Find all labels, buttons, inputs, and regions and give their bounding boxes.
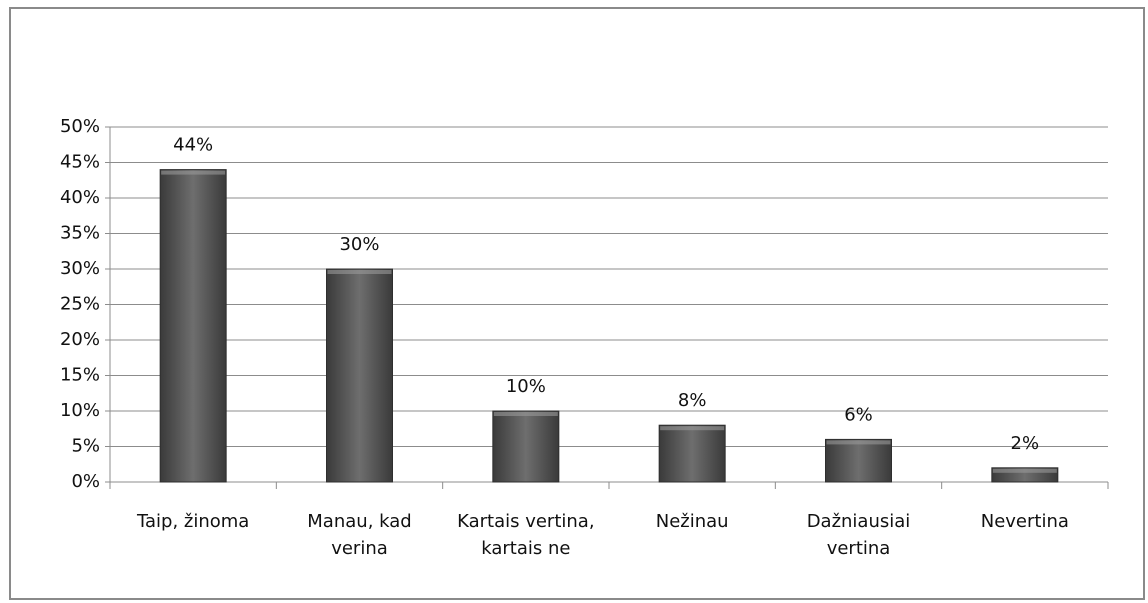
y-tick-label: 10%	[60, 400, 100, 421]
bar-highlight	[826, 440, 891, 445]
y-tick-label: 50%	[60, 116, 100, 137]
x-tick-label: Manau, kad verina	[307, 511, 412, 559]
value-label: 8%	[678, 390, 707, 411]
bar	[326, 268, 393, 483]
bar-highlight	[327, 270, 392, 274]
y-tick-label: 25%	[60, 294, 100, 315]
bar-highlight	[660, 426, 725, 431]
y-tick-label: 30%	[60, 258, 100, 279]
x-tick-label: Nevertina	[980, 511, 1069, 532]
bar	[825, 438, 892, 483]
y-tick-label: 15%	[60, 365, 100, 386]
y-tick-label: 0%	[71, 471, 100, 492]
x-tick-label: Taip, žinoma	[136, 511, 250, 532]
value-label: 2%	[1011, 433, 1040, 454]
bar	[492, 410, 560, 483]
bar	[159, 169, 227, 483]
x-tick-label: Dažniausiai vertina	[806, 511, 911, 559]
value-label: 6%	[844, 404, 873, 425]
bar	[658, 424, 726, 483]
value-label: 30%	[339, 234, 379, 255]
bar-highlight	[493, 412, 558, 416]
y-tick-label: 5%	[71, 436, 100, 457]
value-label: 44%	[173, 135, 213, 156]
x-tick-label: Kartais vertina, kartais ne	[457, 511, 595, 559]
value-label: 10%	[506, 376, 546, 397]
bar-highlight	[992, 468, 1057, 473]
y-tick-label: 20%	[60, 329, 100, 350]
y-tick-label: 35%	[60, 223, 100, 244]
bar-highlight	[161, 170, 226, 175]
y-tick-label: 40%	[60, 187, 100, 208]
x-tick-label: Nežinau	[655, 511, 729, 532]
y-tick-label: 45%	[60, 152, 100, 173]
